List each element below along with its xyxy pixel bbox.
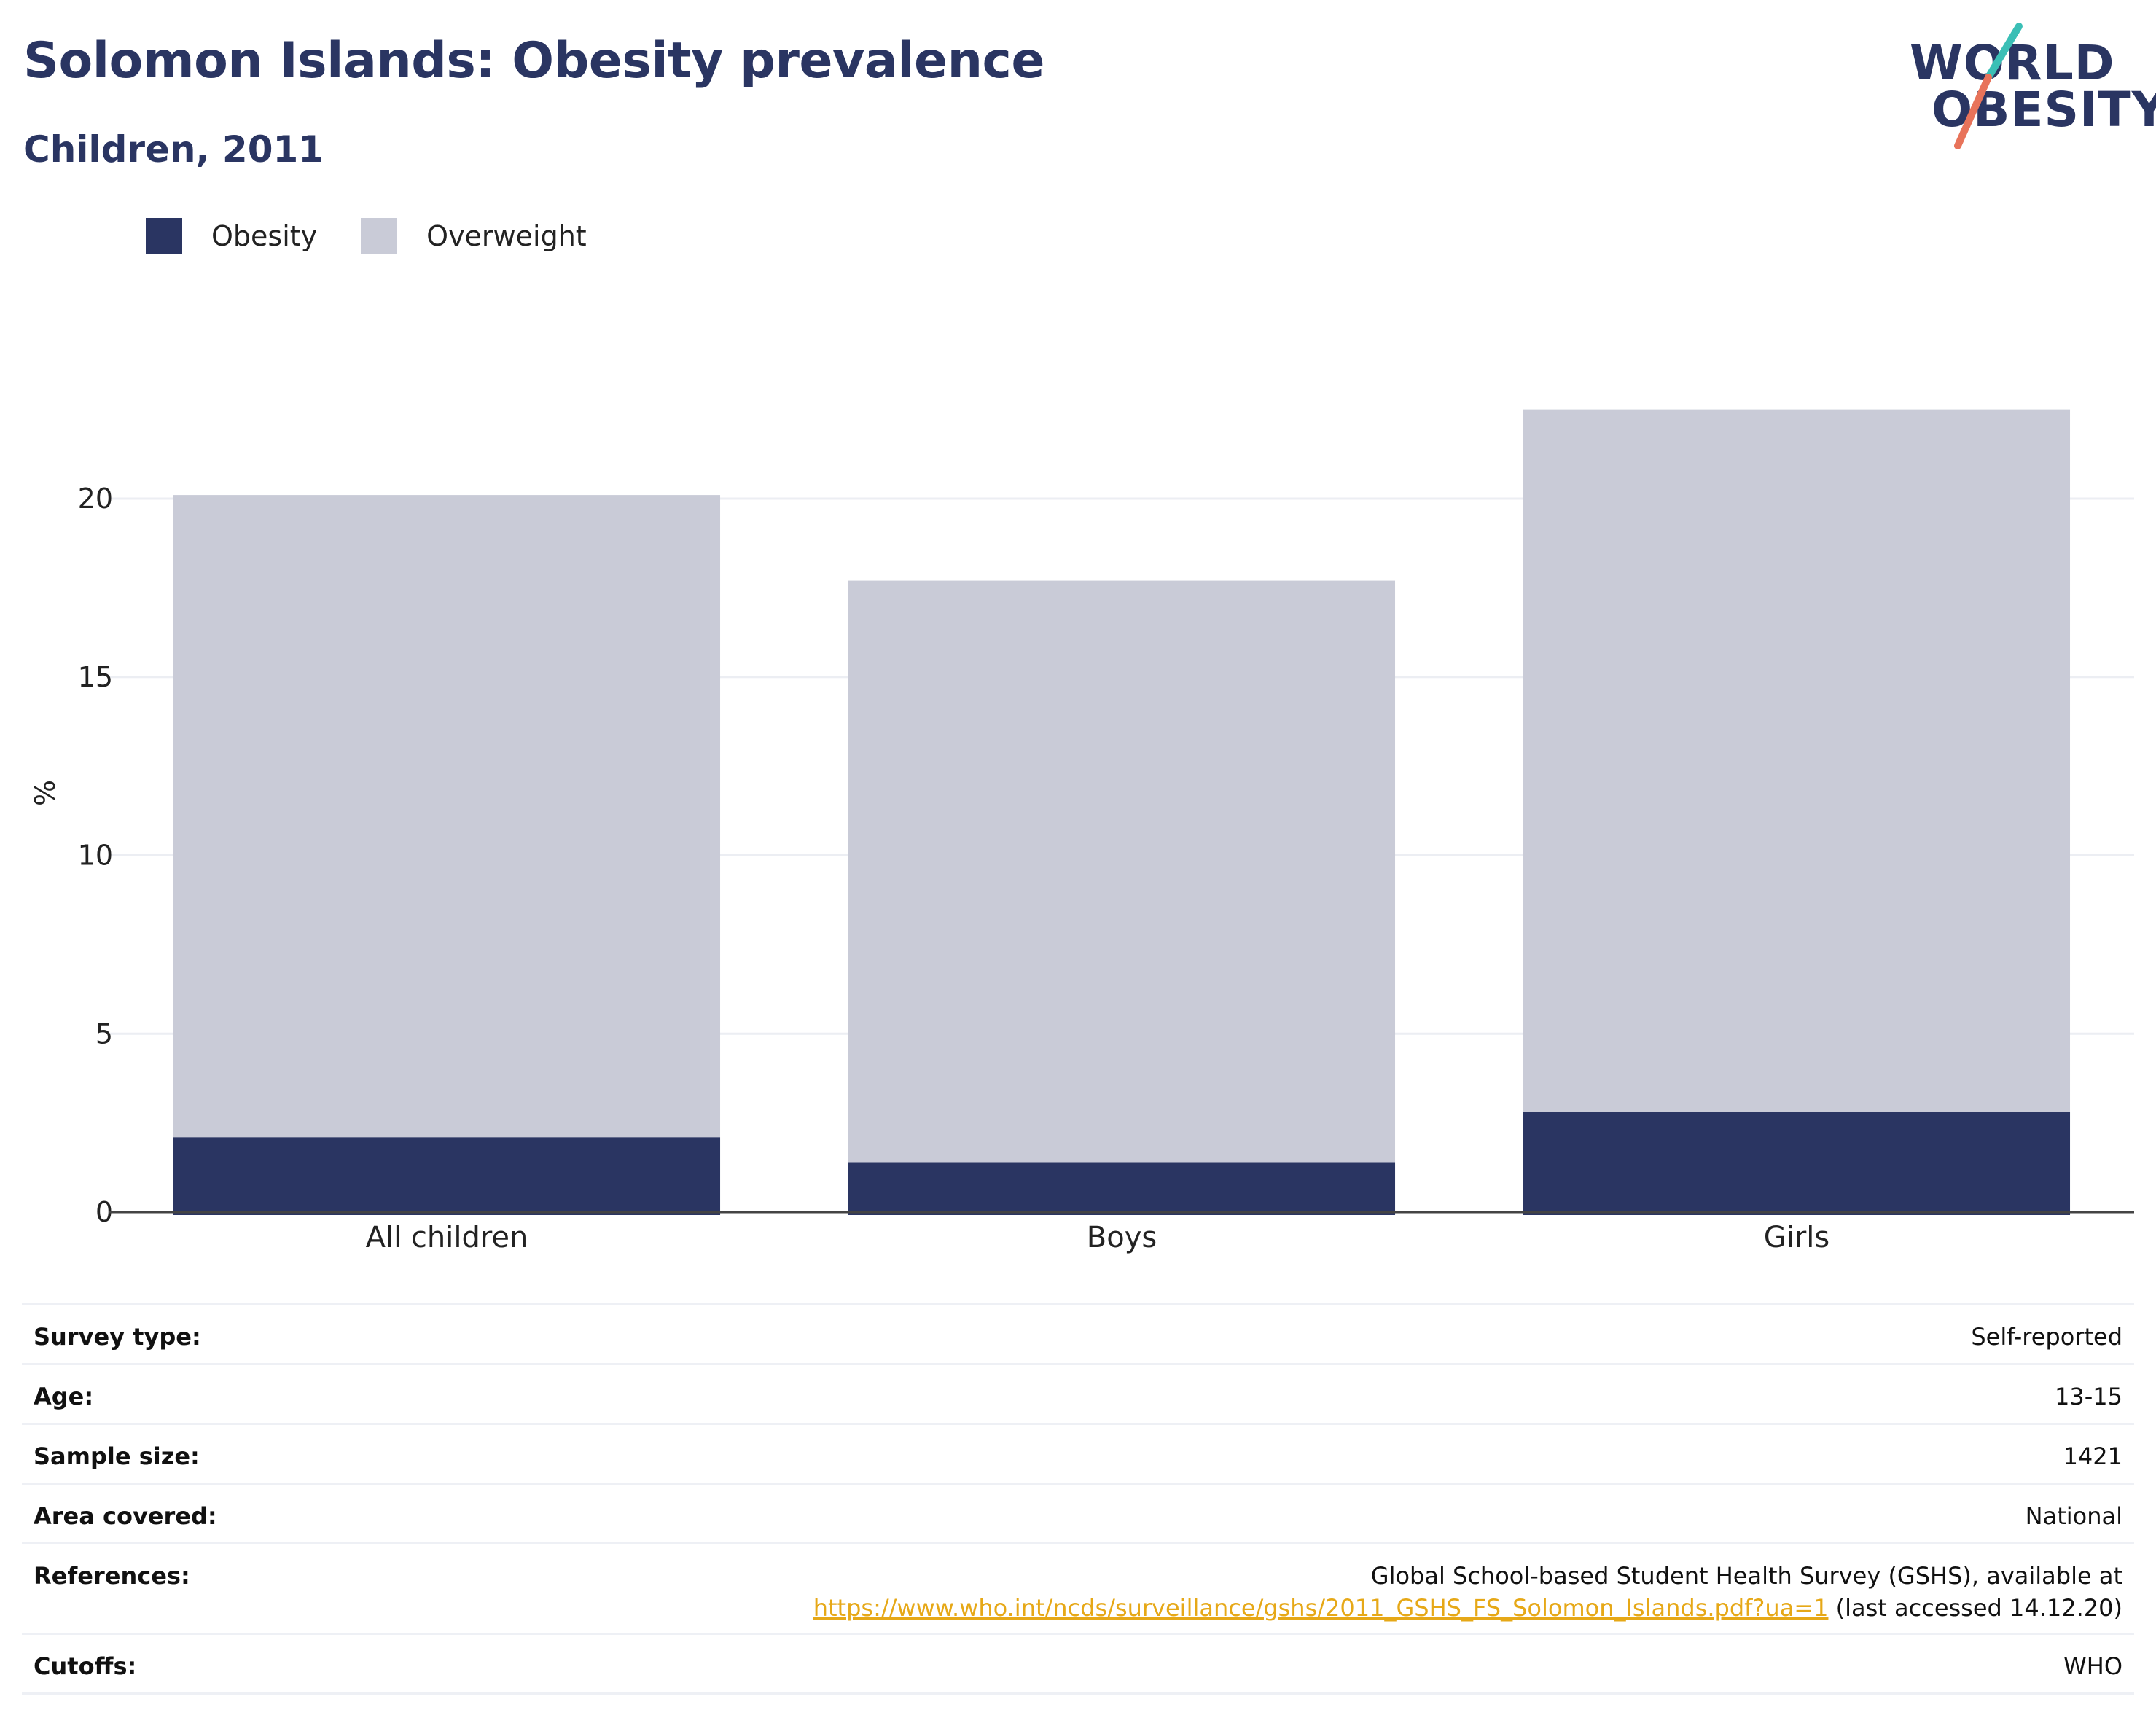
details-value: 13-15 xyxy=(2055,1383,2122,1410)
details-row: Cutoffs: WHO xyxy=(22,1635,2134,1695)
details-value: National xyxy=(2025,1502,2122,1530)
y-axis-label: % xyxy=(29,780,61,806)
details-row: References: Global School-based Student H… xyxy=(22,1544,2134,1635)
reference-accessed-note: (last accessed 14.12.20) xyxy=(1828,1594,2122,1622)
bar-overweight-all-children[interactable] xyxy=(173,495,721,1138)
details-key: Age: xyxy=(34,1383,94,1410)
x-category-label: Girls xyxy=(1764,1221,1830,1254)
details-row: Area covered: National xyxy=(22,1485,2134,1544)
details-key: Cutoffs: xyxy=(34,1652,137,1680)
details-value: Self-reported xyxy=(1971,1323,2122,1351)
y-tick-label: 15 xyxy=(78,661,113,693)
legend-label-overweight: Overweight xyxy=(426,220,587,252)
reference-text: Global School-based Student Health Surve… xyxy=(1370,1562,2122,1590)
x-category-label: Boys xyxy=(1087,1221,1157,1254)
details-row: Survey type: Self-reported xyxy=(22,1305,2134,1365)
y-tick-label: 20 xyxy=(78,483,113,515)
x-category-label: All children xyxy=(366,1221,528,1254)
details-key: References: xyxy=(34,1562,190,1590)
legend-item-overweight[interactable]: Overweight xyxy=(361,218,587,254)
details-value: 1421 xyxy=(2063,1442,2122,1470)
chart-title: Solomon Islands: Obesity prevalence xyxy=(23,32,1044,90)
survey-details-table: Survey type: Self-reported Age: 13-15 Sample… xyxy=(22,1303,2134,1695)
details-value: Global School-based Student Health Surve… xyxy=(813,1562,2122,1622)
details-key: Area covered: xyxy=(34,1502,217,1530)
reference-link-line: https://www.who.int/ncds/surveillance/gs… xyxy=(813,1594,2122,1622)
logo-slash-icon xyxy=(1954,23,2023,149)
reference-link[interactable]: https://www.who.int/ncds/surveillance/gs… xyxy=(813,1594,1829,1622)
legend-swatch-overweight xyxy=(361,218,398,254)
bar-overweight-boys[interactable] xyxy=(848,580,1396,1163)
details-key: Survey type: xyxy=(34,1323,201,1351)
world-obesity-logo: WORLD OBESITY xyxy=(1895,19,2156,157)
legend-label-obesity: Obesity xyxy=(211,220,318,252)
details-value: WHO xyxy=(2063,1652,2122,1680)
details-row: Sample size: 1421 xyxy=(22,1425,2134,1485)
bar-obesity-boys[interactable] xyxy=(848,1162,1396,1215)
chart-legend: Obesity Overweight xyxy=(146,217,630,255)
details-row: Age: 13-15 xyxy=(22,1365,2134,1425)
details-key: Sample size: xyxy=(34,1442,200,1470)
bar-overweight-girls[interactable] xyxy=(1523,409,2071,1112)
y-tick-label: 10 xyxy=(78,840,113,872)
bar-obesity-all-children[interactable] xyxy=(173,1137,721,1215)
chart-subtitle: Children, 2011 xyxy=(23,128,324,171)
legend-item-obesity[interactable]: Obesity xyxy=(146,218,317,254)
bar-obesity-girls[interactable] xyxy=(1523,1112,2071,1215)
legend-swatch-obesity xyxy=(146,218,182,254)
y-tick-label: 5 xyxy=(95,1018,113,1050)
